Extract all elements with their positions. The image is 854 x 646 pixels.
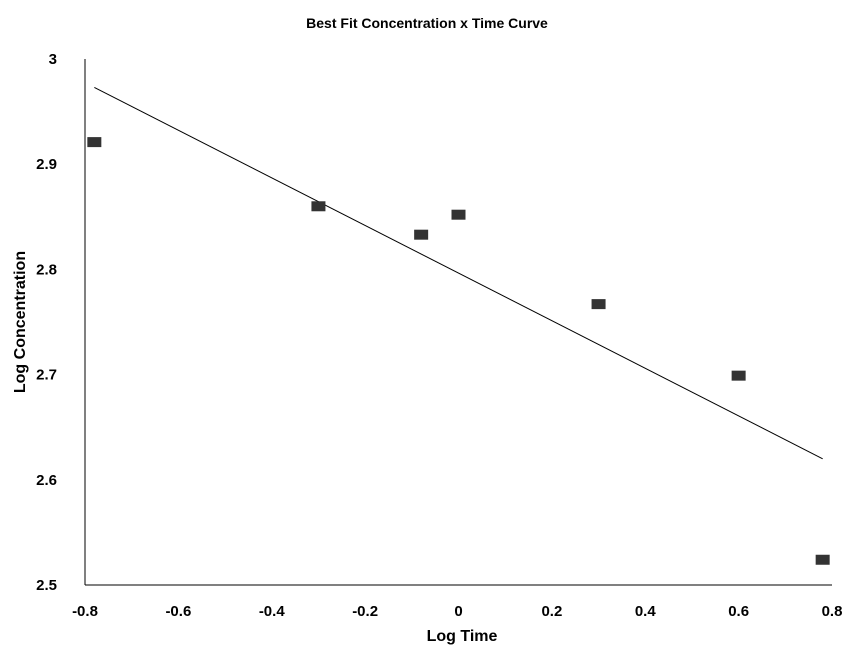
data-point — [731, 370, 746, 381]
x-tick-label: -0.6 — [165, 603, 191, 620]
data-point — [414, 229, 429, 240]
plot-area — [84, 59, 832, 586]
x-axis-title: Log Time — [427, 628, 498, 645]
x-axis-ticks: -0.8 -0.6 -0.4 -0.2 0 0.2 0.4 0.6 0.8 — [72, 603, 842, 620]
y-tick-label: 2.9 — [36, 156, 57, 173]
x-tick-label: -0.8 — [72, 603, 98, 620]
data-point — [87, 137, 102, 148]
data-point — [451, 209, 466, 220]
trendline — [94, 86, 823, 460]
y-tick-label: 2.8 — [36, 261, 57, 278]
x-tick-label: -0.2 — [352, 603, 378, 620]
x-tick-label: 0.6 — [728, 603, 749, 620]
y-tick-label: 2.7 — [36, 367, 57, 384]
y-tick-label: 2.5 — [36, 577, 57, 594]
data-point — [815, 554, 830, 565]
x-tick-label: 0.2 — [541, 603, 562, 620]
chart-title: Best Fit Concentration x Time Curve — [306, 15, 548, 31]
data-point — [591, 299, 606, 310]
y-tick-label: 3 — [49, 51, 57, 68]
x-tick-label: -0.4 — [259, 603, 286, 620]
x-tick-label: 0.8 — [822, 603, 843, 620]
data-point — [311, 201, 326, 212]
trendline-group — [94, 86, 823, 460]
y-tick-label: 2.6 — [36, 472, 57, 489]
x-tick-label: 0 — [454, 603, 462, 620]
y-axis-title: Log Concentration — [12, 251, 29, 393]
y-axis-ticks: 2.5 2.6 2.7 2.8 2.9 3 — [36, 51, 57, 594]
data-points — [87, 137, 830, 565]
x-tick-label: 0.4 — [635, 603, 657, 620]
